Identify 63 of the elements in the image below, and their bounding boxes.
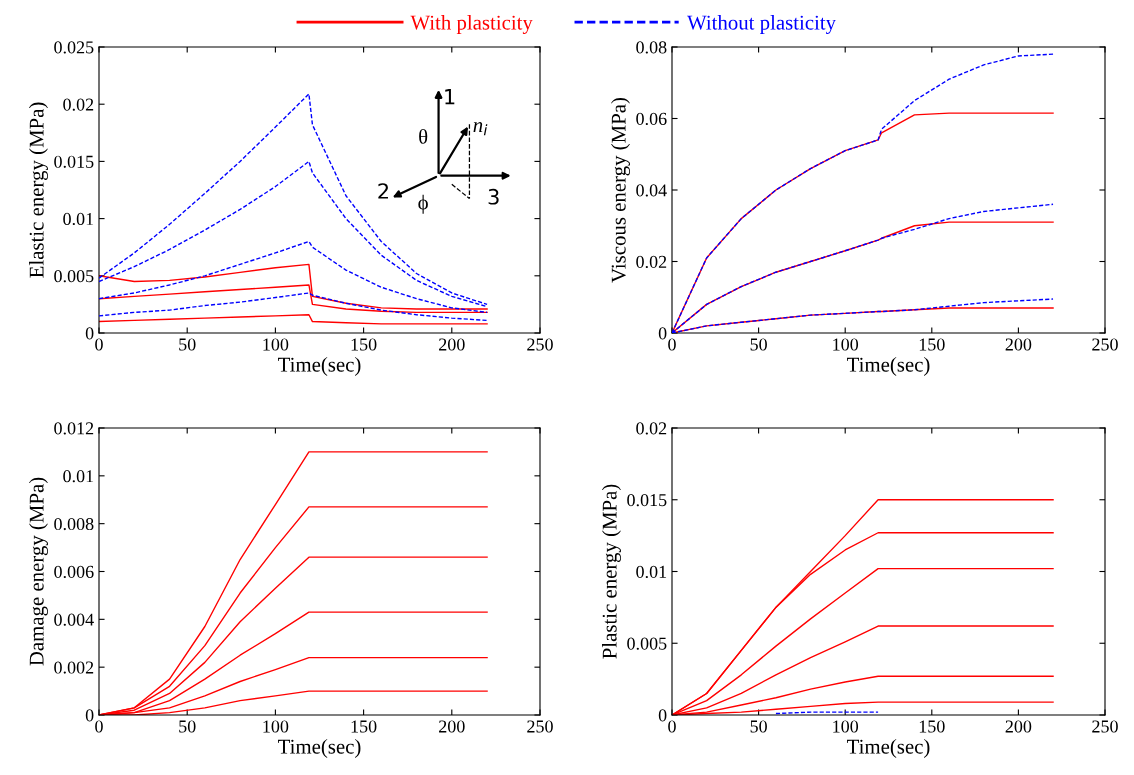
- x-tick-label: 100: [833, 720, 859, 733]
- x-tick-label: 150: [919, 338, 945, 351]
- x-tick-label: 150: [919, 720, 945, 733]
- y-tick-label: 0.015: [54, 155, 94, 168]
- y-axis-title: Elastic energy (MPa): [29, 102, 48, 278]
- y-tick-label: 0.08: [636, 41, 667, 54]
- x-tick-label: 100: [833, 338, 859, 351]
- annotation: θ: [419, 128, 428, 144]
- y-tick-label: 0: [85, 327, 94, 340]
- x-tick-label: 150: [351, 338, 377, 351]
- y-axis-title: Viscous energy (MPa): [611, 98, 630, 283]
- y-tick-label: 0.02: [63, 98, 94, 111]
- x-tick-label: 50: [179, 720, 196, 733]
- x-axis-title: Time(sec): [278, 739, 361, 758]
- y-axis-title: Plastic energy (MPa): [602, 484, 621, 659]
- x-tick-label: 100: [263, 338, 289, 351]
- text: With plasticity: [410, 15, 533, 34]
- x-axis-title: Time(sec): [278, 357, 361, 376]
- y-tick-label: 0.002: [54, 661, 94, 674]
- annotation: 1: [445, 89, 455, 105]
- annotation: n$_{i}$: [473, 122, 488, 136]
- x-tick-label: 200: [439, 720, 465, 733]
- y-tick-label: 0.005: [627, 637, 667, 650]
- y-tick-label: 0.008: [54, 517, 94, 531]
- x-tick-label: 50: [750, 338, 767, 351]
- y-tick-label: 0.01: [63, 470, 94, 483]
- x-tick-label: 200: [1005, 338, 1032, 351]
- y-tick-label: 0.025: [54, 41, 94, 54]
- y-tick-label: 0.02: [636, 255, 667, 269]
- x-tick-label: 0: [95, 338, 103, 351]
- y-tick-label: 0.06: [636, 112, 667, 126]
- x-tick-label: 0: [668, 338, 676, 351]
- text: Without plasticity: [687, 15, 836, 34]
- x-tick-label: 250: [1092, 338, 1118, 351]
- y-tick-label: 0: [658, 709, 667, 722]
- y-axis-title: Damage energy (MPa): [29, 477, 48, 666]
- x-tick-label: 50: [750, 720, 767, 733]
- y-tick-label: 0: [658, 327, 667, 340]
- y-tick-label: 0.04: [636, 184, 667, 197]
- x-axis-title: Time(sec): [847, 739, 930, 758]
- y-tick-label: 0: [85, 709, 94, 722]
- x-tick-label: 0: [668, 720, 676, 733]
- annotation: ϕ: [418, 194, 428, 214]
- x-tick-label: 0: [95, 720, 103, 733]
- x-axis-title: Time(sec): [847, 357, 930, 376]
- x-tick-label: 250: [527, 338, 553, 351]
- annotation: 2: [378, 183, 388, 199]
- y-tick-label: 0.004: [54, 613, 94, 626]
- y-tick-label: 0.02: [636, 422, 667, 435]
- x-tick-label: 250: [1092, 720, 1118, 733]
- y-tick-label: 0.015: [627, 494, 667, 507]
- y-tick-label: 0.012: [54, 422, 94, 435]
- y-tick-label: 0.005: [54, 270, 94, 283]
- y-tick-label: 0.006: [54, 565, 94, 579]
- x-tick-label: 50: [179, 338, 196, 351]
- x-tick-label: 150: [351, 720, 377, 733]
- y-tick-label: 0.01: [63, 212, 94, 226]
- x-tick-label: 200: [1005, 720, 1032, 733]
- x-tick-label: 200: [439, 338, 465, 351]
- y-tick-label: 0.01: [636, 565, 667, 579]
- x-tick-label: 250: [527, 720, 553, 733]
- annotation: 3: [488, 188, 499, 205]
- x-tick-label: 100: [263, 720, 289, 733]
